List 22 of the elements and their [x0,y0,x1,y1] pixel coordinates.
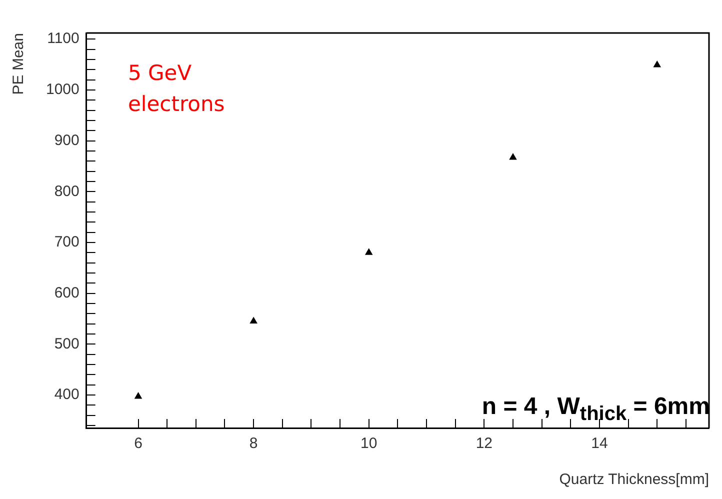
y-tick-label: 500 [54,335,80,352]
y-tick-label: 900 [54,132,80,149]
y-tick-label: 400 [54,386,80,404]
x-tick-label: 6 [134,435,142,452]
x-tick-label: 12 [476,435,493,452]
y-axis-title: PE Mean [10,33,28,95]
x-tick-label: 14 [591,435,608,452]
y-tick-label: 800 [54,182,80,200]
point [509,154,517,160]
y-tick-label: 700 [54,234,80,251]
y-tick-label: 600 [54,284,80,302]
point [250,317,258,324]
annotation: 5 GeV electrons [128,60,226,118]
point [365,248,372,255]
x-axis-title: Quartz Thickness[mm] [559,471,709,488]
annotation: n = 4 , W$_{thick}$ = 6mm [482,393,710,426]
y-tick-label: 1000 [46,81,80,98]
y-tick-label: 1100 [47,30,80,48]
point [134,392,142,399]
x-tick-label: 8 [249,435,258,452]
point [654,61,661,68]
x-tick-label: 10 [360,435,378,452]
